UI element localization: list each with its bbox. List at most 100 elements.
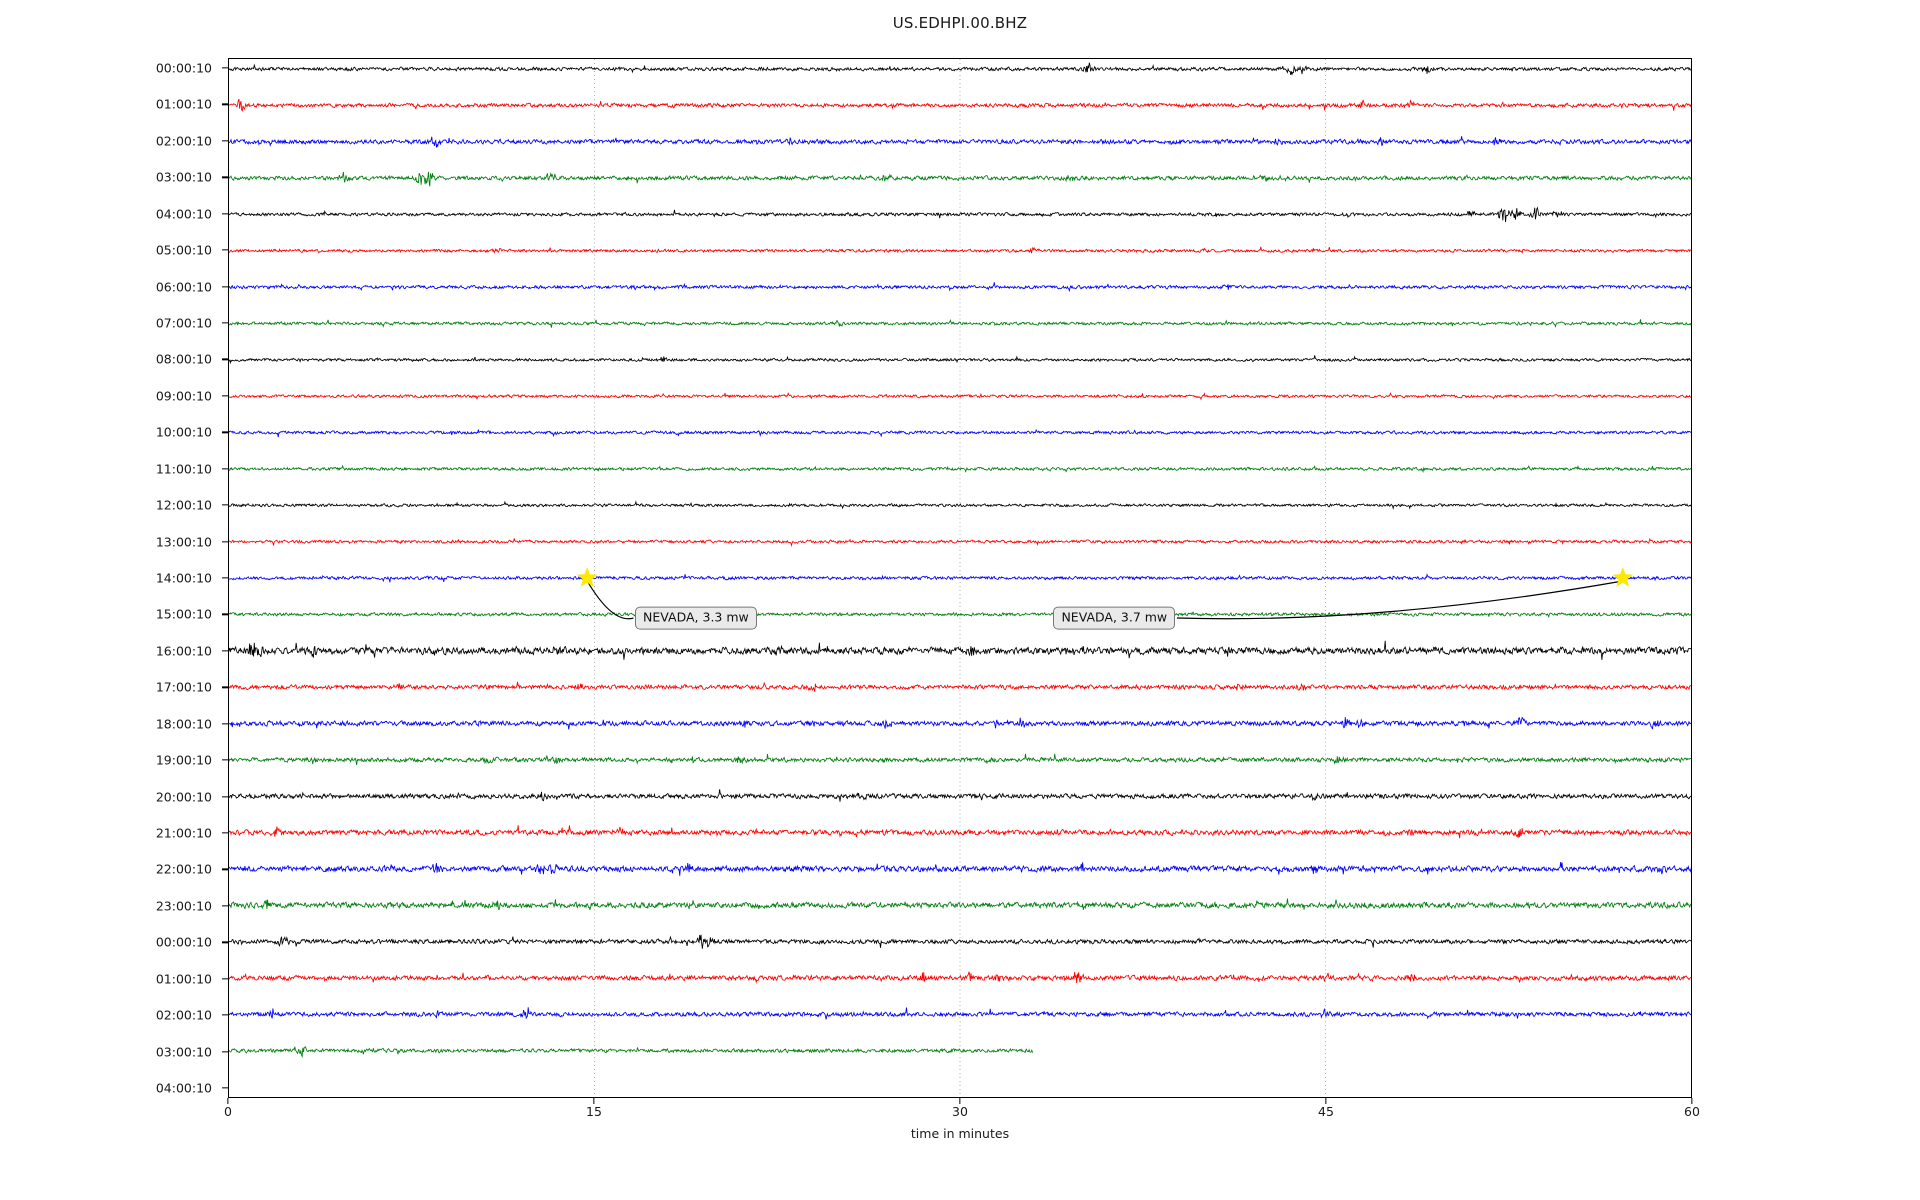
y-tick-label: 05:00:10 <box>155 242 212 258</box>
trace-line <box>229 62 1691 76</box>
y-tick-mark <box>222 832 228 834</box>
y-tick-mark <box>222 1087 228 1089</box>
x-tick-mark <box>1691 1098 1693 1104</box>
y-tick-label: 22:00:10 <box>155 861 212 877</box>
y-tick-mark <box>222 759 228 761</box>
y-tick-label: 01:00:10 <box>155 971 212 987</box>
y-tick-mark <box>222 468 228 470</box>
trace-line <box>229 500 1691 510</box>
trace-line <box>229 136 1691 148</box>
y-tick-mark <box>222 577 228 579</box>
trace-line <box>229 898 1691 911</box>
annotation-overlay <box>576 567 1634 620</box>
y-tick-mark <box>222 650 228 652</box>
trace-line <box>229 464 1691 473</box>
y-axis-ticks: 00:00:10 01:00:10 02:00:10 03:00:10 04:00:10… <box>0 0 228 1200</box>
y-tick-mark <box>222 613 228 616</box>
y-tick-mark <box>222 395 228 397</box>
y-tick-mark <box>222 1014 228 1016</box>
y-tick-label: 11:00:10 <box>155 461 212 477</box>
y-tick-label: 10:00:10 <box>155 424 212 440</box>
y-tick-mark <box>222 431 228 433</box>
y-tick-mark <box>222 103 228 106</box>
earthquake-star-icon <box>1612 567 1634 587</box>
x-tick-label: 15 <box>586 1104 602 1119</box>
trace-line <box>229 681 1691 692</box>
y-tick-label: 18:00:10 <box>155 716 212 732</box>
y-tick-label: 04:00:10 <box>155 206 212 222</box>
y-tick-label: 03:00:10 <box>155 1044 212 1060</box>
trace-line <box>229 971 1691 984</box>
x-tick-mark <box>227 1098 229 1104</box>
y-tick-mark <box>222 540 228 543</box>
y-tick-mark <box>222 795 228 798</box>
y-tick-mark <box>222 868 228 871</box>
x-tick-mark <box>593 1098 595 1104</box>
y-tick-mark <box>222 67 228 69</box>
y-tick-label: 17:00:10 <box>155 679 212 695</box>
trace-line <box>229 98 1691 112</box>
x-tick-label: 60 <box>1684 1104 1700 1119</box>
y-tick-mark <box>222 285 228 288</box>
y-tick-mark <box>222 686 228 688</box>
trace-line <box>229 825 1691 839</box>
y-tick-mark <box>222 213 228 215</box>
trace-line <box>229 934 1691 949</box>
trace-line <box>229 716 1691 730</box>
x-tick-mark <box>959 1098 961 1104</box>
x-tick-label: 30 <box>952 1104 968 1119</box>
y-tick-mark <box>222 504 228 506</box>
trace-line <box>229 1046 1034 1059</box>
y-tick-label: 15:00:10 <box>155 606 212 622</box>
y-tick-label: 03:00:10 <box>155 169 212 185</box>
y-tick-label: 19:00:10 <box>155 752 212 768</box>
trace-line <box>229 789 1691 802</box>
y-tick-label: 21:00:10 <box>155 825 212 841</box>
x-tick-label: 0 <box>224 1104 232 1119</box>
y-tick-label: 14:00:10 <box>155 570 212 586</box>
y-tick-label: 16:00:10 <box>155 643 212 659</box>
y-tick-label: 08:00:10 <box>155 351 212 367</box>
trace-line <box>229 1007 1691 1020</box>
trace-line <box>229 282 1691 293</box>
y-tick-mark <box>222 905 228 907</box>
annotation-nevada-37: NEVADA, 3.7 mw <box>1053 606 1176 630</box>
y-tick-mark <box>222 723 228 725</box>
trace-line <box>229 206 1691 223</box>
y-tick-label: 01:00:10 <box>155 96 212 112</box>
trace-line <box>229 861 1691 876</box>
y-tick-label: 02:00:10 <box>155 133 212 149</box>
trace-line <box>229 573 1691 583</box>
trace-line <box>229 319 1691 328</box>
y-tick-mark <box>222 358 228 361</box>
trace-line <box>229 246 1691 254</box>
y-tick-mark <box>222 941 228 943</box>
earthquake-star-icon <box>576 567 598 587</box>
y-tick-mark <box>222 1050 228 1053</box>
annotation-connector <box>586 580 634 620</box>
y-tick-label: 09:00:10 <box>155 388 212 404</box>
y-tick-label: 00:00:10 <box>155 934 212 950</box>
x-tick-label: 45 <box>1318 1104 1334 1119</box>
page-title: US.EDHPI.00.BHZ <box>892 14 1028 32</box>
y-tick-label: 20:00:10 <box>155 789 212 805</box>
trace-line <box>229 355 1691 365</box>
plot-area <box>229 59 1691 1097</box>
y-tick-label: 13:00:10 <box>155 534 212 550</box>
x-tick-mark <box>1325 1098 1327 1104</box>
y-tick-mark <box>222 176 228 178</box>
y-tick-label: 04:00:10 <box>155 1080 212 1096</box>
trace-line <box>229 753 1691 766</box>
y-tick-label: 12:00:10 <box>155 497 212 513</box>
y-tick-mark <box>222 140 228 142</box>
trace-line <box>229 391 1691 401</box>
y-tick-mark <box>222 322 228 324</box>
plot-axes <box>228 58 1692 1098</box>
trace-line <box>229 537 1691 548</box>
x-axis-label: time in minutes <box>910 1126 1010 1141</box>
y-tick-mark <box>222 978 228 980</box>
trace-line <box>229 428 1691 438</box>
seismogram-traces <box>229 62 1691 1059</box>
